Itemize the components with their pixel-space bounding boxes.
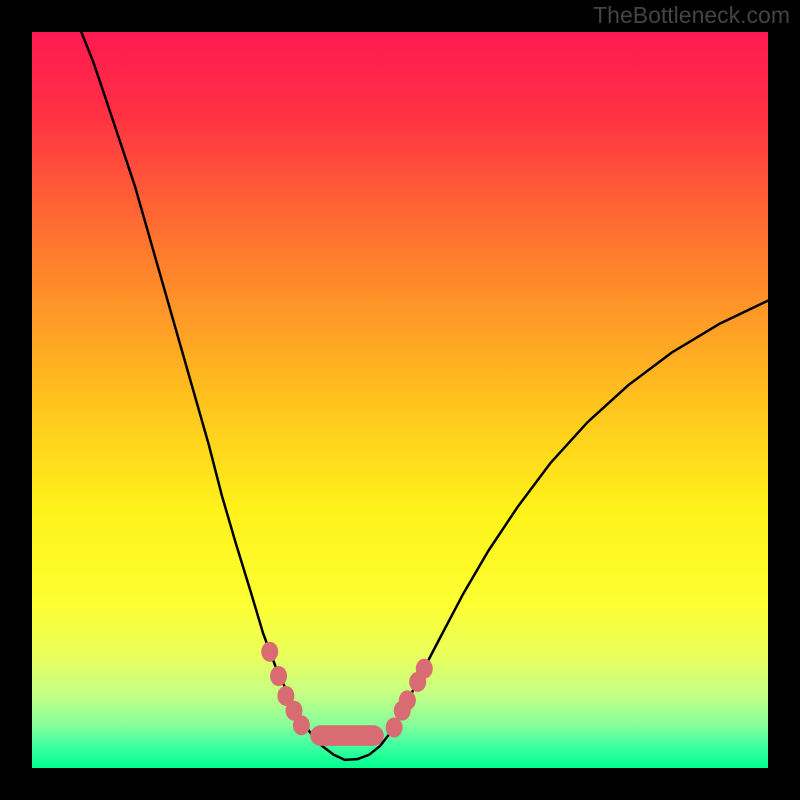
marker-dot: [261, 642, 278, 662]
plot-area: [32, 32, 768, 768]
marker-dot: [416, 659, 433, 679]
marker-dot: [270, 666, 287, 686]
chart-container: TheBottleneck.com: [0, 0, 800, 800]
marker-dot: [293, 715, 310, 735]
marker-bar: [310, 725, 384, 746]
chart-svg: [32, 32, 768, 768]
gradient-background: [32, 32, 768, 768]
marker-dot: [386, 718, 403, 738]
watermark-text: TheBottleneck.com: [593, 2, 790, 29]
marker-dot: [399, 690, 416, 710]
